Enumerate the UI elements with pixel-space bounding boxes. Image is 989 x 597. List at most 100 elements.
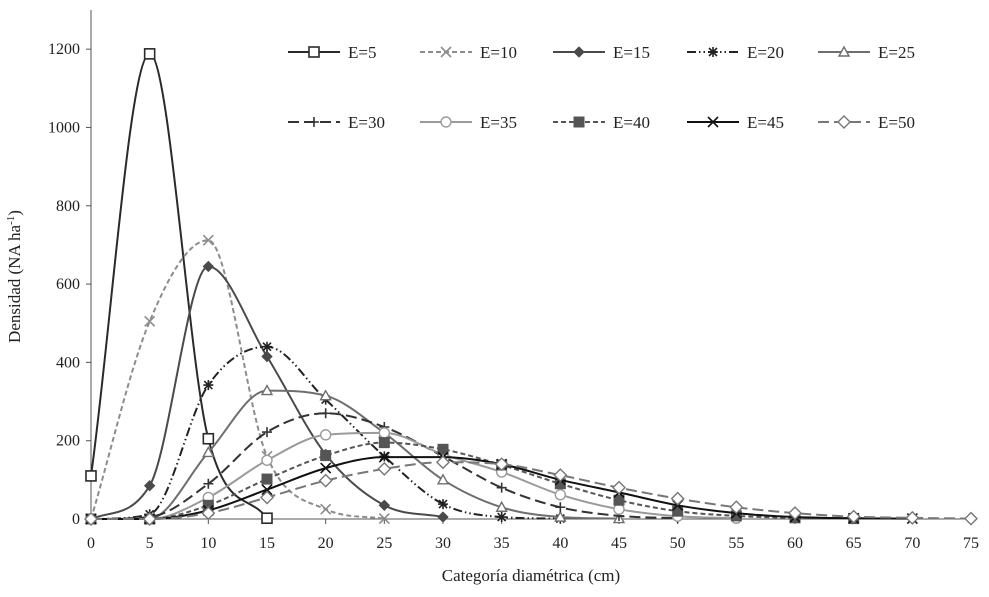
legend-marker-e-25	[837, 45, 851, 57]
y-tick-label: 1000	[48, 119, 80, 136]
data-point-e-20	[262, 341, 272, 352]
legend-marker-e-15	[573, 46, 585, 58]
series-line-e-50	[91, 461, 972, 520]
y-tick-label: 800	[56, 198, 80, 215]
data-point-e-10	[378, 513, 390, 525]
series-line-e-20	[90, 345, 561, 520]
data-point-e-50	[670, 491, 685, 506]
legend-label-e-40: E=40	[613, 113, 650, 132]
data-point-e-10	[202, 234, 214, 246]
y-axis-title-main: Densidad (NA ha	[5, 224, 24, 342]
data-point-e-25	[436, 473, 450, 485]
y-tick-label: 600	[56, 276, 80, 293]
legend-item-e-40: E=40	[553, 113, 650, 132]
legend-item-e-5: E=5	[288, 43, 376, 62]
legend-label-e-45: E=45	[747, 113, 784, 132]
y-axis-title: Densidad (NA ha-1)	[5, 210, 24, 343]
data-point-e-5	[85, 470, 97, 482]
legend-item-e-45: E=45	[687, 113, 784, 132]
data-point-e-50	[729, 500, 744, 515]
data-point-e-45	[378, 451, 390, 463]
data-point-e-15	[437, 511, 449, 523]
x-tick-label: 35	[494, 535, 510, 552]
data-point-e-40	[613, 494, 625, 506]
data-point-e-50	[846, 509, 861, 524]
series-layer	[84, 48, 978, 526]
legend-marker-e-45	[707, 116, 719, 128]
data-point-e-35	[378, 427, 391, 439]
series-e-35	[85, 427, 743, 525]
y-tick-label: 1200	[48, 41, 80, 58]
legend-marker-e-30	[309, 117, 319, 127]
data-point-e-45	[261, 484, 273, 496]
data-point-e-50	[260, 490, 274, 505]
data-point-e-25	[319, 389, 332, 401]
data-point-e-35	[554, 489, 567, 501]
data-point-e-5	[202, 432, 215, 445]
legend-item-e-10: E=10	[420, 43, 517, 62]
y-tick-label: 400	[56, 354, 80, 371]
data-point-e-50	[377, 461, 392, 476]
data-point-e-15	[143, 480, 156, 492]
x-tick-label: 65	[846, 535, 862, 552]
x-tick-label: 30	[435, 535, 451, 552]
data-point-e-50	[612, 480, 626, 495]
y-axis-title-sup: -1	[5, 216, 17, 225]
x-axis-title: Categoría diamétrica (cm)	[442, 566, 620, 585]
data-point-e-5	[143, 48, 156, 60]
data-point-e-30	[203, 478, 214, 489]
legend-marker-e-5	[308, 46, 320, 58]
x-tick-label: 25	[376, 535, 392, 552]
legend-item-e-30: E=30	[288, 113, 385, 132]
data-point-e-25	[202, 445, 215, 458]
data-point-e-15	[202, 260, 215, 273]
series-line-e-40	[91, 441, 854, 520]
data-point-e-20	[438, 499, 448, 510]
series-line-e-5	[90, 52, 268, 519]
data-point-e-30	[496, 482, 507, 493]
x-tick-label: 75	[963, 535, 979, 552]
x-tick-label: 0	[87, 535, 95, 552]
legend-label-e-50: E=50	[878, 113, 915, 132]
data-point-e-30	[555, 502, 566, 513]
data-point-e-35	[319, 429, 332, 441]
data-point-e-50	[553, 468, 568, 483]
legend-marker-e-35	[440, 116, 452, 128]
data-point-e-35	[613, 503, 625, 515]
legend-item-e-50: E=50	[818, 113, 915, 132]
data-point-e-25	[495, 500, 508, 512]
x-tick-label: 5	[146, 535, 154, 552]
data-point-e-25	[260, 384, 274, 396]
data-point-e-30	[262, 427, 272, 438]
legend-marker-e-20	[708, 47, 718, 57]
data-point-e-35	[261, 454, 273, 466]
data-point-e-20	[496, 512, 507, 523]
series-line-e-10	[90, 239, 385, 520]
data-point-e-40	[437, 443, 449, 455]
data-point-e-50	[788, 506, 802, 521]
legend-label-e-25: E=25	[878, 43, 915, 62]
series-e-5	[85, 48, 273, 525]
data-point-e-25	[554, 510, 567, 522]
data-point-e-50	[436, 455, 450, 470]
legend-label-e-5: E=5	[348, 43, 376, 62]
data-point-e-10	[320, 503, 332, 515]
axes: 0 5 10 15 20 25 30 35 40 45 50 55 60 65 70 75 0 200 400 600…	[48, 10, 979, 552]
legend-item-e-15: E=15	[553, 43, 650, 62]
legend-label-e-35: E=35	[480, 113, 517, 132]
legend-label-e-15: E=15	[613, 43, 650, 62]
x-tick-label: 45	[611, 535, 627, 552]
data-point-e-50	[905, 510, 920, 525]
data-point-e-50	[201, 506, 216, 521]
data-point-e-50	[84, 512, 98, 526]
series-line-e-35	[91, 431, 737, 520]
data-point-e-40	[378, 437, 390, 449]
x-tick-label: 50	[670, 535, 686, 552]
data-point-e-50	[142, 512, 157, 526]
data-point-e-50	[318, 473, 333, 488]
series-line-e-25	[90, 389, 620, 520]
data-point-e-50	[964, 511, 978, 526]
legend-item-e-20: E=20	[687, 43, 784, 62]
series-line-e-15	[90, 265, 444, 520]
